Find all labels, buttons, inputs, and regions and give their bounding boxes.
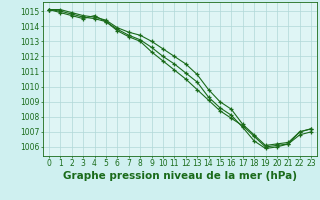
X-axis label: Graphe pression niveau de la mer (hPa): Graphe pression niveau de la mer (hPa) bbox=[63, 171, 297, 181]
